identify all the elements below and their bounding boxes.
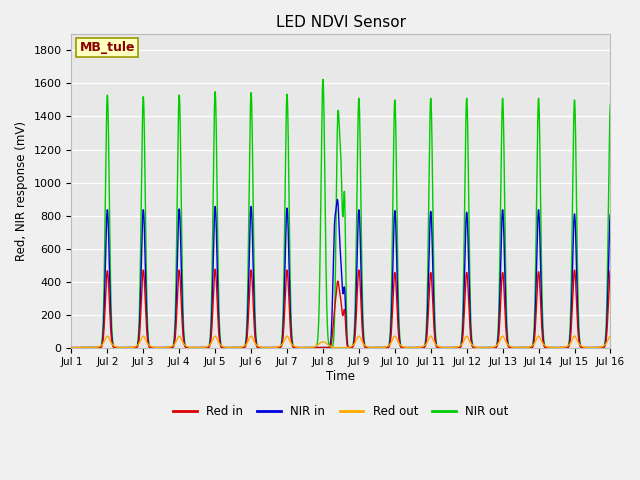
Text: MB_tule: MB_tule [79,41,135,54]
X-axis label: Time: Time [326,370,355,383]
Legend: Red in, NIR in, Red out, NIR out: Red in, NIR in, Red out, NIR out [168,401,513,423]
Y-axis label: Red, NIR response (mV): Red, NIR response (mV) [15,121,28,261]
Title: LED NDVI Sensor: LED NDVI Sensor [276,15,406,30]
